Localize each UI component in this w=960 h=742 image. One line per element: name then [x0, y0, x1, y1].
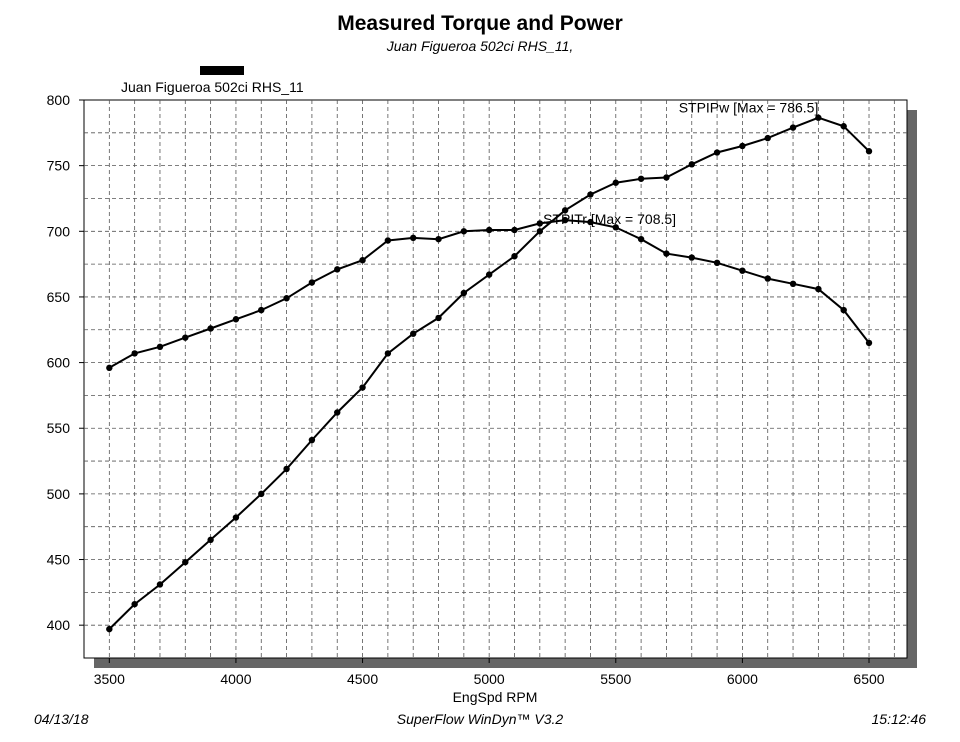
data-point [865, 339, 873, 347]
data-point [131, 600, 138, 608]
y-tick-label: 750 [47, 158, 71, 174]
data-point [536, 228, 544, 235]
series-stpipw: STPIPw [Max = 786.5] [106, 100, 873, 633]
data-point [359, 256, 366, 264]
series-layer: STPIPw [Max = 786.5] STPITr [Max = 708.5] [106, 100, 873, 633]
y-tick-label: 700 [47, 223, 71, 239]
data-point [840, 306, 847, 314]
footer-software: SuperFlow WinDyn™ V3.2 [396, 711, 564, 727]
y-axis-ticks: 400 450 500 550 600 650 700 750 800 [47, 92, 84, 633]
series-annotation: STPIPw [Max = 786.5] [679, 100, 819, 116]
data-point [359, 384, 366, 391]
data-point [865, 148, 873, 155]
y-tick-label: 400 [47, 617, 71, 633]
data-point [713, 259, 721, 267]
data-point [156, 343, 164, 351]
data-point [460, 289, 468, 297]
legend-label: Juan Figueroa 502ci RHS_11 [121, 79, 304, 95]
data-point [764, 275, 771, 282]
data-point [485, 271, 493, 278]
x-axis-ticks: 3500 4000 4500 5000 5500 6000 6500 [94, 658, 885, 687]
data-point [410, 330, 417, 337]
data-point [561, 207, 569, 214]
data-point [815, 114, 822, 121]
x-tick-label: 4000 [220, 671, 251, 687]
y-tick-label: 500 [47, 486, 71, 502]
data-point [232, 316, 240, 323]
y-tick-label: 800 [47, 92, 71, 108]
data-point [840, 123, 847, 130]
data-point [106, 625, 113, 633]
data-point [334, 409, 341, 416]
plot-area [83, 99, 908, 659]
x-tick-label: 5500 [600, 671, 631, 687]
footer-date: 04/13/18 [34, 711, 89, 727]
data-point [435, 235, 442, 243]
data-point [511, 253, 518, 260]
x-tick-label: 6500 [853, 671, 884, 687]
data-point [561, 216, 569, 224]
data-point [587, 218, 594, 226]
data-point [156, 581, 164, 588]
x-tick-label: 6000 [727, 671, 758, 687]
data-point [688, 254, 695, 261]
x-axis-label: EngSpd RPM [453, 689, 538, 705]
data-point [739, 142, 746, 150]
data-point [308, 279, 316, 286]
data-point [612, 224, 619, 231]
data-point [435, 314, 442, 322]
y-tick-label: 550 [47, 420, 71, 436]
data-point [207, 536, 214, 544]
data-point [536, 220, 544, 227]
x-tick-label: 4500 [347, 671, 378, 687]
legend-swatch [200, 66, 244, 75]
data-point [232, 514, 240, 521]
chart-title: Measured Torque and Power [337, 12, 623, 35]
y-tick-label: 600 [47, 355, 71, 371]
footer-time: 15:12:46 [871, 711, 927, 727]
data-point [637, 175, 645, 182]
data-point [182, 558, 189, 566]
x-tick-label: 3500 [94, 671, 125, 687]
x-tick-label: 5000 [474, 671, 505, 687]
data-point [587, 191, 594, 198]
data-point [789, 124, 797, 131]
data-point [460, 228, 468, 235]
data-point [764, 134, 771, 142]
data-point [258, 490, 265, 498]
data-point [713, 149, 721, 156]
data-point [384, 350, 392, 357]
data-point [182, 334, 189, 341]
data-point [410, 234, 417, 242]
data-point [283, 295, 290, 302]
data-point [106, 364, 113, 372]
series-stpitr: STPITr [Max = 708.5] [106, 211, 873, 372]
series-annotation: STPITr [Max = 708.5] [543, 211, 676, 227]
data-point [739, 267, 746, 274]
data-point [663, 250, 670, 257]
data-point [511, 226, 518, 234]
data-point [815, 285, 822, 293]
data-point [688, 161, 695, 168]
y-tick-label: 650 [47, 289, 71, 305]
chart-subtitle: Juan Figueroa 502ci RHS_11, [386, 38, 574, 54]
y-tick-label: 450 [47, 552, 71, 568]
data-point [485, 226, 493, 234]
data-point [612, 179, 619, 186]
data-point [308, 436, 316, 444]
data-point [258, 306, 265, 314]
data-point [789, 280, 797, 288]
data-point [663, 174, 670, 181]
data-point [384, 237, 392, 244]
data-point [637, 235, 645, 243]
data-point [334, 266, 341, 273]
data-point [207, 325, 214, 332]
grid-lines [84, 100, 907, 658]
data-point [283, 465, 290, 473]
data-point [131, 350, 138, 357]
